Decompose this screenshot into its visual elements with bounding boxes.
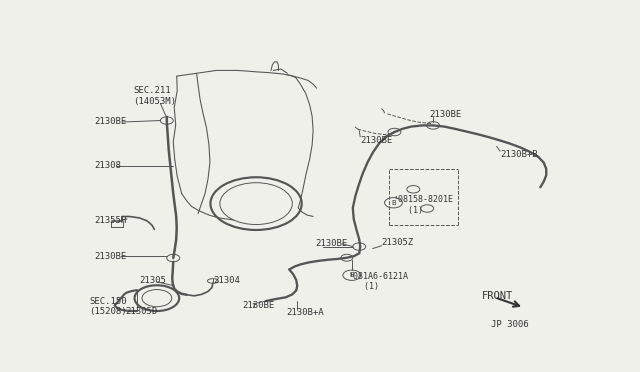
Text: 21308: 21308 <box>94 161 121 170</box>
Text: 2130BE: 2130BE <box>316 239 348 248</box>
Text: 2130B+A: 2130B+A <box>286 308 323 317</box>
Text: 2130BE: 2130BE <box>94 251 126 260</box>
Text: 2130BE: 2130BE <box>94 118 126 126</box>
Text: 21355H: 21355H <box>94 216 126 225</box>
Text: SEC.211
(14053M): SEC.211 (14053M) <box>134 87 177 106</box>
Text: 2130BE: 2130BE <box>360 136 392 145</box>
Text: ¹08158-8201E
   (1): ¹08158-8201E (1) <box>394 195 454 215</box>
Text: B: B <box>391 200 396 206</box>
Text: SEC.150
(15208): SEC.150 (15208) <box>89 297 127 317</box>
Text: FRONT: FRONT <box>482 291 513 301</box>
Text: ¹081A6-6121A
   (1): ¹081A6-6121A (1) <box>349 272 409 291</box>
Text: 2130BE: 2130BE <box>429 110 462 119</box>
Text: 21304: 21304 <box>213 276 240 285</box>
Text: B: B <box>349 272 354 278</box>
Text: 21305D: 21305D <box>125 307 158 316</box>
Text: 21305Z: 21305Z <box>381 238 414 247</box>
Text: JP 3006: JP 3006 <box>491 320 528 329</box>
Text: 2130BE: 2130BE <box>243 301 275 310</box>
Text: 2130B+B: 2130B+B <box>500 150 538 158</box>
Text: 21305: 21305 <box>140 276 166 285</box>
